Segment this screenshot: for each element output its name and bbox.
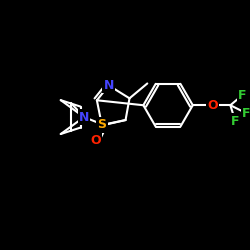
Text: N: N	[79, 110, 89, 124]
Text: O: O	[207, 99, 218, 112]
Text: F: F	[238, 89, 246, 102]
Text: F: F	[242, 107, 250, 120]
Text: O: O	[90, 134, 101, 147]
Text: N: N	[104, 79, 114, 92]
Text: F: F	[231, 114, 239, 128]
Text: S: S	[97, 118, 106, 132]
